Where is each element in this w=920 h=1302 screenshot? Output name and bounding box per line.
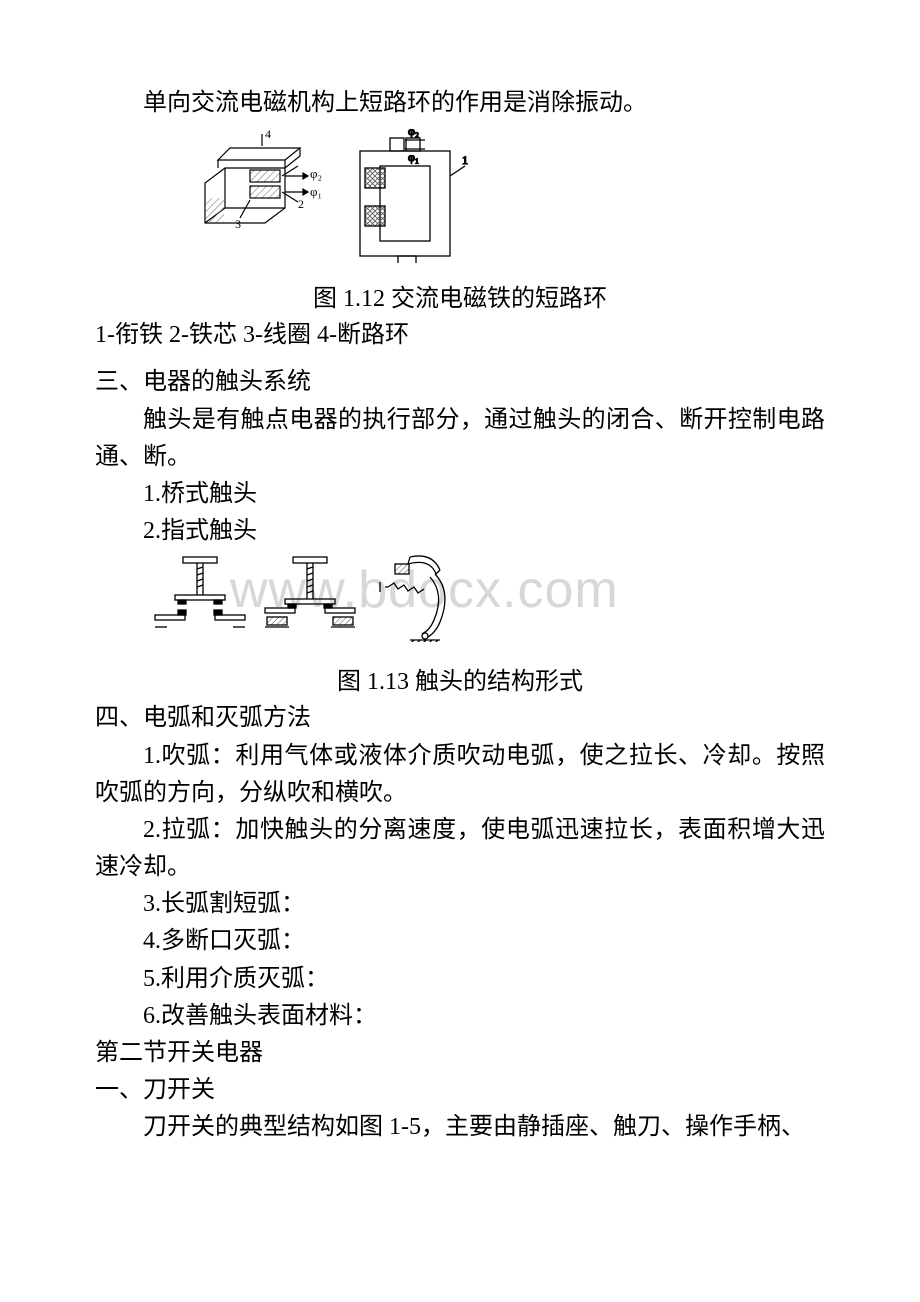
intro-paragraph: 单向交流电磁机构上短路环的作用是消除振动。 [95, 85, 825, 122]
section-3-item-1: 1.桥式触头 [95, 476, 825, 513]
section-4-item-6: 6.改善触头表面材料： [95, 998, 825, 1035]
section-5-sub: 一、刀开关 [95, 1072, 825, 1109]
section-5-title: 第二节开关电器 [95, 1035, 825, 1072]
svg-text:1: 1 [462, 153, 468, 167]
fig1-label-4: 4 [265, 128, 271, 141]
figure-1-12-legend: 1-衔铁 2-铁芯 3-线圈 4-断路环 [95, 317, 825, 354]
section-3-item-2: 2.指式触头 [95, 513, 825, 550]
figure-1-12-caption: 图 1.12 交流电磁铁的短路环 [95, 281, 825, 317]
figure-1-13 [145, 552, 475, 642]
section-4-item-4: 4.多断口灭弧： [95, 923, 825, 960]
fig1-label-phi1: φ₁ [310, 184, 322, 199]
svg-text:φ₂: φ₂ [408, 128, 419, 138]
section-3-title: 三、电器的触头系统 [95, 364, 825, 401]
section-4-title: 四、电弧和灭弧方法 [95, 700, 825, 737]
section-4-item-3: 3.长弧割短弧： [95, 886, 825, 923]
section-5-para: 刀开关的典型结构如图 1-5，主要由静插座、触刀、操作手柄、 [95, 1109, 825, 1146]
figure-1-13-caption: 图 1.13 触头的结构形式 [95, 664, 825, 700]
section-3-para: 触头是有触点电器的执行部分，通过触头的闭合、断开控制电路通、断。 [95, 402, 825, 476]
svg-text:φ₁: φ₁ [408, 150, 419, 164]
section-4-item-2: 2.拉弧：加快触头的分离速度，使电弧迅速拉长，表面积增大迅速冷却。 [95, 812, 825, 886]
page-content: 单向交流电磁机构上短路环的作用是消除振动。 [95, 85, 825, 1147]
section-4-item-1: 1.吹弧：利用气体或液体介质吹动电弧，使之拉长、冷却。按照吹弧的方向，分纵吹和横… [95, 738, 825, 812]
fig1-label-phi2: φ₂ [310, 166, 322, 181]
section-4-item-5: 5.利用介质灭弧： [95, 961, 825, 998]
fig1-label-2: 2 [298, 197, 304, 211]
fig1-label-3: 3 [235, 217, 241, 231]
figure-1-12: 4 φ₂ φ₁ 2 3 φ₂ [190, 128, 470, 263]
